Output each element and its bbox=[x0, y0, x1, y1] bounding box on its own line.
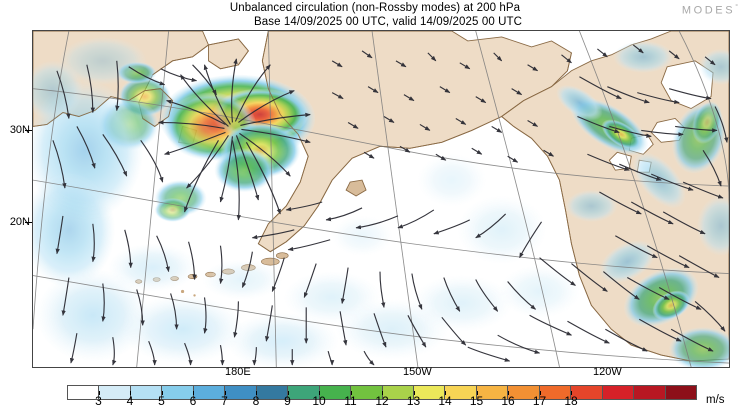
colorbar-tick-label-6: 6 bbox=[189, 394, 197, 408]
wind-vectors bbox=[52, 44, 729, 366]
colorbar-tick-15 bbox=[476, 391, 478, 395]
colorbar-tick-label-7: 7 bbox=[221, 394, 228, 408]
colorbar-tick-label-13: 13 bbox=[406, 394, 421, 408]
colorbar[interactable] bbox=[67, 385, 697, 400]
watermark-symbol: ° bbox=[735, 4, 738, 11]
lon-label-150w: 150W bbox=[403, 366, 432, 378]
colorbar-tick-5 bbox=[161, 391, 163, 395]
lat-tick-30n bbox=[25, 130, 32, 131]
colorbar-segment-11 bbox=[413, 386, 446, 399]
map-canvas bbox=[33, 31, 729, 367]
colorbar-tick-13 bbox=[413, 391, 415, 395]
lon-label-180e: 180E bbox=[225, 366, 251, 378]
colorbar-segment-19 bbox=[665, 386, 697, 399]
colorbar-segment-18 bbox=[634, 386, 666, 399]
colorbar-tick-label-9: 9 bbox=[284, 394, 291, 408]
colorbar-segment-13 bbox=[476, 386, 509, 399]
colorbar-tick-18 bbox=[571, 391, 572, 395]
watermark-text: MODES bbox=[681, 4, 736, 17]
colorbar-segment-14 bbox=[508, 386, 540, 399]
lon-label-120w: 120W bbox=[593, 366, 622, 378]
graticule bbox=[33, 31, 729, 367]
colorbar-tick-14 bbox=[445, 391, 446, 395]
colorbar-tick-3 bbox=[98, 391, 100, 395]
colorbar-tick-17 bbox=[539, 391, 541, 395]
colorbar-tick-label-4: 4 bbox=[126, 394, 134, 408]
colorbar-tick-9 bbox=[287, 391, 289, 395]
colorbar-segment-10 bbox=[382, 386, 414, 399]
modes-watermark: MODES° bbox=[682, 4, 738, 17]
colorbar-segment-15 bbox=[539, 386, 572, 399]
lat-tick-20n bbox=[25, 222, 32, 223]
colorbar-units: m/s bbox=[706, 394, 725, 406]
colorbar-tick-label-5: 5 bbox=[158, 394, 165, 408]
colorbar-tick-11 bbox=[350, 391, 352, 395]
chart-subtitle: Base 14/09/2025 00 UTC, valid 14/09/2025… bbox=[253, 16, 523, 28]
lat-label-30n: 30N bbox=[9, 124, 30, 136]
colorbar-tick-7 bbox=[224, 391, 226, 395]
colorbar-tick-label-16: 16 bbox=[501, 394, 515, 408]
page-title: Unbalanced circulation (non-Rossby modes… bbox=[229, 2, 521, 14]
colorbar-tick-label-8: 8 bbox=[252, 394, 260, 408]
map-plot-area[interactable] bbox=[32, 30, 730, 368]
colorbar-tick-label-14: 14 bbox=[438, 394, 452, 408]
colorbar-tick-label-17: 17 bbox=[532, 394, 547, 408]
colorbar-tick-6 bbox=[193, 391, 194, 395]
colorbar-tick-4 bbox=[130, 391, 131, 395]
colorbar-tick-label-15: 15 bbox=[469, 394, 484, 408]
colorbar-tick-label-3: 3 bbox=[95, 394, 102, 408]
longitude-label-row: 180E 150W 120W bbox=[0, 366, 750, 382]
colorbar-tick-12 bbox=[382, 391, 383, 395]
colorbar-tick-label-10: 10 bbox=[312, 394, 326, 408]
colorbar-tick-8 bbox=[256, 391, 257, 395]
chart-title-block: Unbalanced circulation (non-Rossby modes… bbox=[0, 1, 750, 29]
colorbar-tick-labels: 3 4 5 6 7 8 9 10 11 12 13 14 15 16 17 18 bbox=[0, 394, 750, 408]
colorbar-tick-16 bbox=[508, 391, 509, 395]
colorbar-segment-16 bbox=[571, 386, 603, 399]
colorbar-tick-10 bbox=[319, 391, 320, 395]
colorbar-segment-12 bbox=[445, 386, 477, 399]
colorbar-tick-label-11: 11 bbox=[344, 394, 357, 408]
colorbar-tick-label-18: 18 bbox=[564, 394, 578, 408]
colorbar-ticks bbox=[0, 391, 750, 407]
colorbar-segment-17 bbox=[602, 386, 635, 399]
colorbar-tick-label-12: 12 bbox=[375, 394, 389, 408]
lat-label-20n: 20N bbox=[9, 216, 30, 228]
